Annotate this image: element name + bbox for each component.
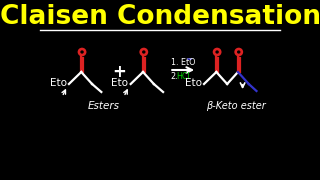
Text: β-Keto ester: β-Keto ester <box>206 101 266 111</box>
Text: Eto: Eto <box>50 78 67 88</box>
Text: Eto: Eto <box>185 78 202 88</box>
Text: Claisen Condensation: Claisen Condensation <box>0 4 320 30</box>
Text: 1. EtO: 1. EtO <box>171 57 195 66</box>
Text: Eto: Eto <box>111 78 128 88</box>
Text: 2.: 2. <box>171 71 179 80</box>
Text: +: + <box>112 63 126 81</box>
Text: Esters: Esters <box>88 101 120 111</box>
Text: ⁻: ⁻ <box>188 57 192 63</box>
Text: HCl: HCl <box>176 71 190 80</box>
